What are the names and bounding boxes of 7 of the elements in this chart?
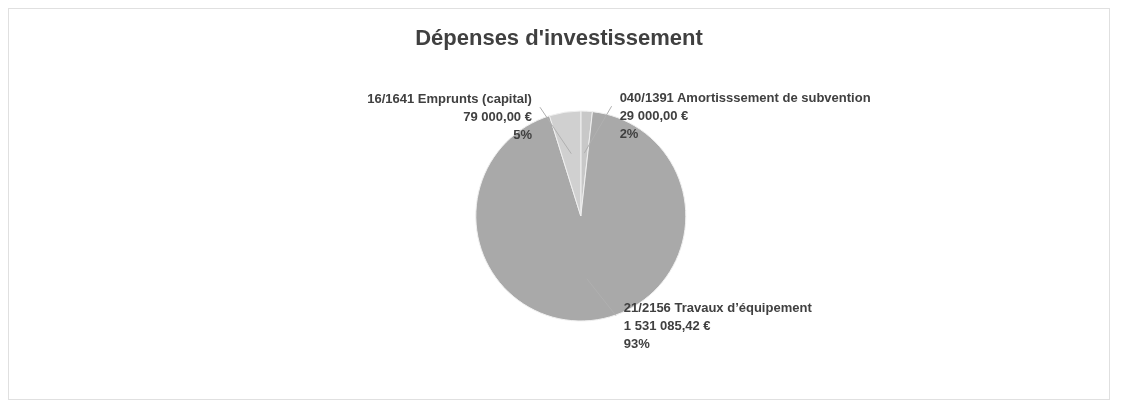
slice-label: 040/1391 Amortisssement de subvention — [619, 90, 871, 106]
chart-title: Dépenses d'investissement — [414, 24, 704, 51]
data-label: 1 531 085,42 € 93% — [623, 317, 711, 351]
slice-label: 21/2156 Travaux d’équipement — [623, 299, 813, 315]
data-label: 29 000,00 € 2% — [619, 108, 689, 142]
data-label: 79 000,00 € 5% — [463, 109, 533, 143]
slice-label: 16/1641 Emprunts (capital) — [367, 91, 532, 107]
